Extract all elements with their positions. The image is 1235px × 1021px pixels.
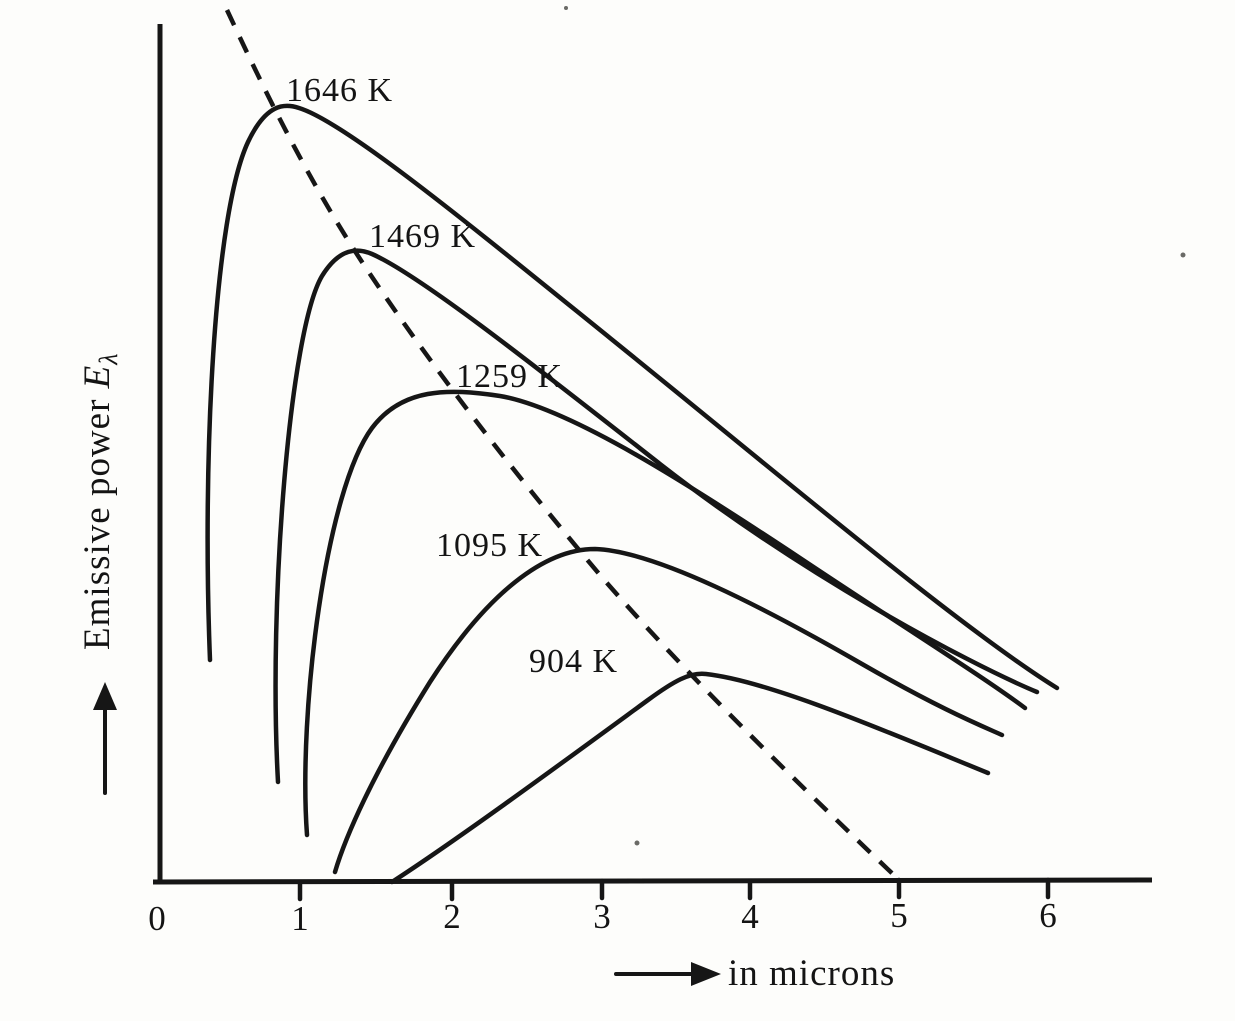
- x-tick-label-2: 2: [443, 897, 461, 936]
- curve-label-1095K: 1095 K: [436, 527, 544, 564]
- curve-904K: [389, 671, 991, 885]
- curve-1646K: [205, 103, 1060, 691]
- wien-locus-dashed-curve: [224, 9, 899, 880]
- curve-1095K: [332, 546, 1005, 875]
- x-axis-caption: in microns: [728, 953, 896, 994]
- curve-label-1259K: 1259 K: [456, 358, 564, 395]
- x-tick-label-1: 1: [291, 899, 309, 938]
- scan-speck: [1180, 252, 1186, 258]
- x-tick-label-6: 6: [1039, 896, 1057, 935]
- y-axis-label: Emissive power Eλ: [76, 306, 124, 696]
- y-axis-subscript: λ: [94, 352, 124, 365]
- y-axis-label-text: Emissive power: [76, 398, 118, 650]
- x-axis-line: [152, 877, 1153, 885]
- up-arrow-icon: [93, 682, 117, 710]
- curve-label-1469K: 1469 K: [369, 218, 477, 255]
- x-tick-label-5: 5: [890, 896, 908, 935]
- curve-label-904K: 904 K: [529, 643, 619, 680]
- y-axis-symbol: E: [76, 364, 118, 389]
- x-tick-label-4: 4: [741, 897, 759, 936]
- right-arrow-icon: [691, 962, 721, 986]
- scan-speck: [634, 840, 640, 846]
- curve-1259K: [303, 389, 1028, 838]
- scan-speck: [564, 6, 568, 10]
- curve-1469K: [273, 248, 1040, 785]
- curve-label-1646K: 1646 K: [286, 72, 394, 109]
- x-tick-label-3: 3: [593, 897, 611, 936]
- x-tick-label-0: 0: [148, 899, 166, 938]
